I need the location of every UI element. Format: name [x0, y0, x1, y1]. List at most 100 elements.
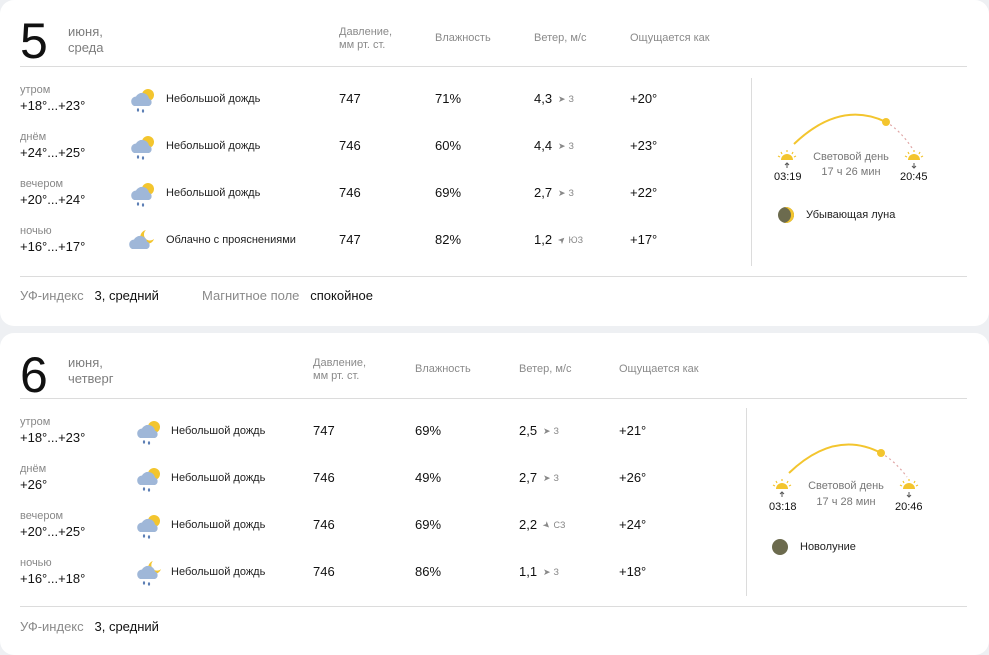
wind-arrow-icon: ➤	[558, 188, 566, 198]
sunset-time: 20:46	[895, 501, 923, 513]
day-part-label: вечером	[20, 510, 64, 522]
forecast-row: днём +26° Небольшой дождь 746 49% 2,7 ➤ З +26°	[0, 463, 740, 503]
temperature-range: +16°...+18°	[20, 571, 86, 586]
daylight-label: Световой день	[808, 480, 884, 492]
wind-speed-value: 4,4	[534, 138, 553, 153]
day-part-label: ночью	[20, 225, 52, 237]
wind-header: Ветер, м/с	[519, 363, 572, 375]
condition-label: Небольшой дождь	[171, 425, 266, 437]
wind-direction: ➤ З	[543, 473, 559, 483]
wind-direction: ➤ З	[558, 94, 574, 104]
wind-arrow-icon: ➤	[555, 233, 568, 247]
wind-arrow-icon: ➤	[543, 567, 551, 577]
wind-arrow-icon: ➤	[558, 94, 566, 104]
wind-direction: ➤ З	[558, 141, 574, 151]
pressure-value: 747	[313, 423, 335, 438]
wind-direction: ➤СЗ	[540, 518, 566, 532]
wind-arrow-icon: ➤	[543, 473, 551, 483]
daylight-duration: 17 ч 28 мин	[816, 496, 876, 508]
daylight-arc	[777, 113, 924, 169]
forecast-row: днём +24°...+25° Небольшой дождь 746 60% 4,4 ➤…	[0, 131, 740, 171]
day-part-label: ночью	[20, 557, 52, 569]
wind-direction: ➤ З	[543, 567, 559, 577]
light-rain-icon	[134, 512, 164, 540]
light-rain-icon	[128, 133, 158, 161]
humidity-value: 71%	[435, 91, 462, 106]
forecast-row: вечером +20°...+25° Небольшой дождь 746 69% 2…	[0, 510, 740, 550]
pressure-value: 746	[339, 138, 361, 153]
day-part-label: утром	[20, 416, 51, 428]
humidity-value: 69%	[415, 517, 442, 532]
temperature-range: +20°...+25°	[20, 524, 86, 539]
condition-label: Небольшой дождь	[171, 566, 266, 578]
forecast-row: ночью +16°...+18° Небольшой дождь 746 86% 1,1…	[0, 557, 740, 597]
feels-like-value: +26°	[619, 470, 647, 485]
feels-like-value: +21°	[619, 423, 647, 438]
wind-arrow-icon: ➤	[540, 518, 553, 532]
pressure-value: 746	[313, 564, 335, 579]
uv-index: УФ-индекс 3, средний	[20, 619, 159, 634]
day-part-label: утром	[20, 84, 51, 96]
humidity-value: 82%	[435, 232, 462, 247]
day-number: 5	[20, 13, 48, 69]
forecast-row: вечером +20°...+24° Небольшой дождь 746 69% 2…	[0, 178, 740, 218]
day-card-5: 5 июня, среда Давление, мм рт. ст. Влажно…	[0, 0, 989, 326]
condition-label: Небольшой дождь	[171, 519, 266, 531]
daylight-arc	[772, 443, 919, 498]
wind-speed-value: 1,1	[519, 564, 538, 579]
moon-phase-icon	[778, 207, 794, 223]
sunrise-time: 03:19	[774, 171, 802, 183]
wind-header: Ветер, м/с	[534, 32, 587, 44]
moon-phase-label: Новолуние	[800, 541, 856, 553]
temperature-range: +20°...+24°	[20, 192, 86, 207]
pressure-header: Давление, мм рт. ст.	[313, 357, 367, 382]
light-rain-icon	[134, 418, 164, 446]
header-divider	[20, 398, 967, 399]
sunrise-icon	[772, 479, 792, 497]
wind-speed-value: 4,3	[534, 91, 553, 106]
wind-speed-value: 2,7	[534, 185, 553, 200]
sunrise-icon	[777, 150, 797, 168]
wind-speed-value: 2,2	[519, 517, 538, 532]
footer-divider	[20, 276, 967, 277]
light-rain-icon	[128, 86, 158, 114]
temperature-range: +16°...+17°	[20, 239, 86, 254]
humidity-value: 49%	[415, 470, 442, 485]
sunset-icon	[904, 150, 924, 169]
month-label: июня,	[68, 355, 103, 370]
feels-header: Ощущается как	[630, 32, 710, 44]
feels-like-value: +22°	[630, 185, 658, 200]
temperature-range: +26°	[20, 477, 48, 492]
sunset-icon	[899, 479, 919, 498]
light-rain-icon	[134, 465, 164, 493]
column-divider	[746, 408, 747, 596]
weekday-label: четверг	[68, 371, 114, 386]
cloudy-night-icon	[128, 227, 158, 255]
condition-label: Небольшой дождь	[166, 93, 261, 105]
wind-direction: ➤ З	[558, 188, 574, 198]
humidity-value: 69%	[415, 423, 442, 438]
feels-like-value: +20°	[630, 91, 658, 106]
wind-direction: ➤ЮЗ	[555, 233, 584, 247]
pressure-value: 746	[339, 185, 361, 200]
day-part-label: днём	[20, 131, 47, 143]
humidity-value: 69%	[435, 185, 462, 200]
moon-phase-label: Убывающая луна	[806, 209, 896, 221]
forecast-row: утром +18°...+23° Небольшой дождь 747 71% 4,3…	[0, 84, 740, 124]
wind-speed-value: 1,2	[534, 232, 553, 247]
uv-index: УФ-индекс 3, средний	[20, 288, 159, 303]
humidity-value: 60%	[435, 138, 462, 153]
rain-night-icon	[134, 559, 164, 587]
feels-like-value: +23°	[630, 138, 658, 153]
wind-arrow-icon: ➤	[543, 426, 551, 436]
feels-like-value: +24°	[619, 517, 647, 532]
pressure-value: 747	[339, 232, 361, 247]
daylight-label: Световой день	[813, 151, 889, 163]
feels-like-value: +17°	[630, 232, 658, 247]
wind-speed-value: 2,7	[519, 470, 538, 485]
feels-like-value: +18°	[619, 564, 647, 579]
header-divider	[20, 66, 967, 67]
month-label: июня,	[68, 24, 103, 39]
humidity-header: Влажность	[415, 363, 471, 375]
condition-label: Облачно с прояснениями	[166, 234, 296, 246]
